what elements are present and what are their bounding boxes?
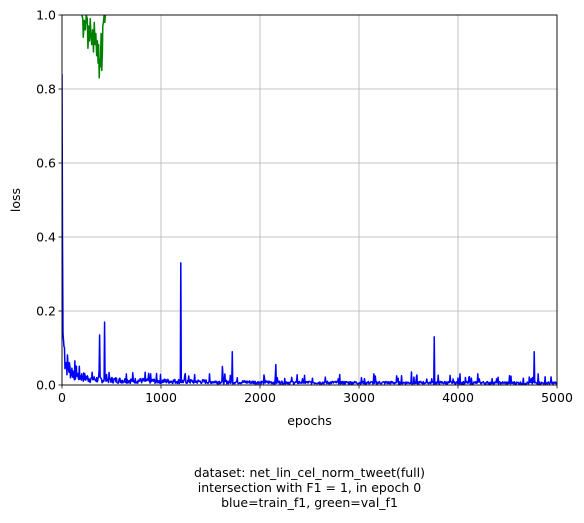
caption-line-1: dataset: net_lin_cel_norm_tweet(full) xyxy=(194,465,425,480)
x-axis-label: epochs xyxy=(287,413,332,428)
x-axis-ticks: 0 1000 2000 3000 4000 5000 xyxy=(58,385,573,405)
y-tick-label: 1.0 xyxy=(36,8,56,23)
caption-line-2: intersection with F1 = 1, in epoch 0 xyxy=(197,480,422,495)
grid-lines xyxy=(61,14,558,386)
val-f1-line xyxy=(81,15,107,79)
y-axis-label: loss xyxy=(8,188,23,212)
x-tick-label: 2000 xyxy=(244,390,276,405)
y-tick-label: 0.8 xyxy=(36,82,56,97)
y-tick-label: 0.2 xyxy=(36,304,56,319)
series-group xyxy=(62,15,557,385)
x-tick-label: 3000 xyxy=(343,390,375,405)
x-tick-label: 0 xyxy=(58,390,66,405)
y-tick-label: 0.4 xyxy=(36,230,56,245)
caption-line-3: blue=train_f1, green=val_f1 xyxy=(221,495,398,510)
y-tick-label: 0.6 xyxy=(36,156,56,171)
x-tick-label: 4000 xyxy=(442,390,474,405)
train-f1-line xyxy=(62,74,557,385)
x-tick-label: 1000 xyxy=(145,390,177,405)
y-tick-label: 0.0 xyxy=(36,378,56,393)
plot-frame xyxy=(61,14,558,386)
x-tick-label: 5000 xyxy=(541,390,573,405)
y-axis-ticks: 0.0 0.2 0.4 0.6 0.8 1.0 xyxy=(36,8,62,393)
